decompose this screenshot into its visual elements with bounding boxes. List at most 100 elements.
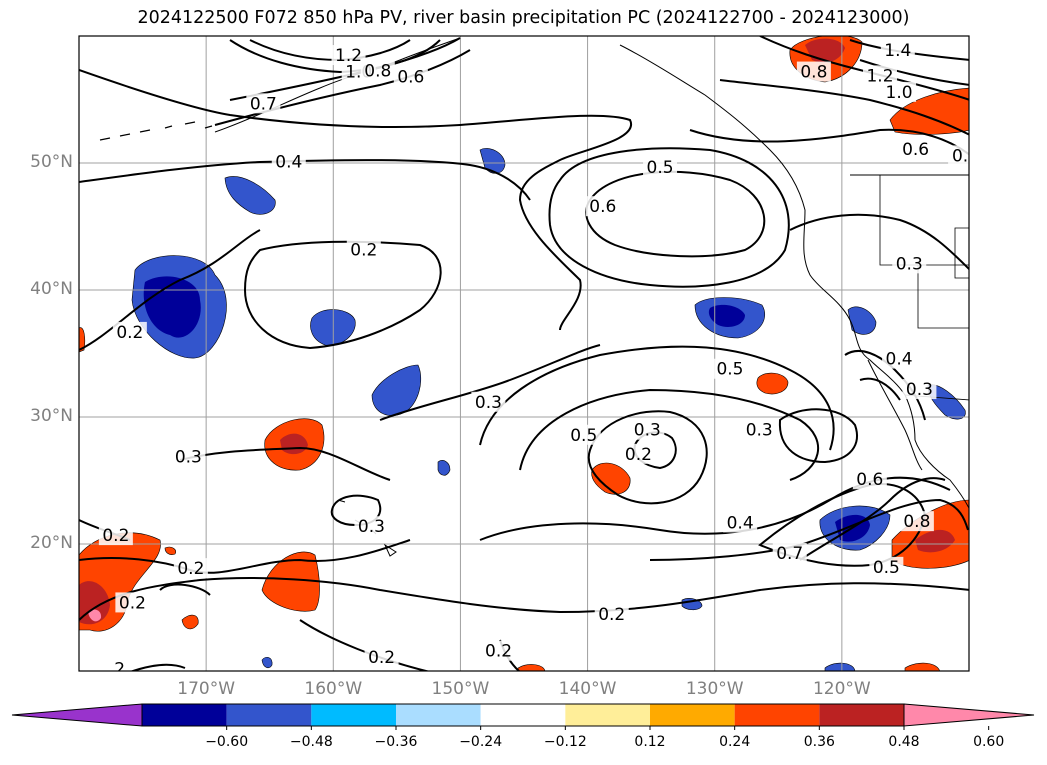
contour-label: 0.5 [873,558,900,578]
contour-label-bg [796,61,831,82]
contour-label-bg [948,145,969,166]
colorbar-segment [565,704,650,726]
precip-blob-negative-core [143,276,201,338]
colorbar [11,703,1035,730]
colorbar-segment [311,704,396,726]
contour-label: 0.2 [350,240,377,260]
contour-label: 0.7 [776,544,803,564]
contour-label: 0.8 [903,512,930,532]
colorbar-tick-label: −0.60 [205,734,249,750]
pv-contours [79,36,969,671]
contour-label: 0.2 [177,559,204,579]
contour-line [299,619,431,671]
contour-label: 0.4 [886,350,913,370]
contour-label-bg [899,511,934,532]
contour-label-bg [723,512,758,533]
contour-label: 0.2 [485,642,512,662]
lat-tick-label: 30°N [30,406,73,426]
contour-line [79,539,411,574]
north-america-coastline [619,44,969,510]
contour-label: 0.3 [746,421,773,441]
lon-tick-label: 140°W [558,679,617,699]
contour-label-bg [566,424,601,445]
contour-label-bg [852,469,887,490]
colorbar-segment [226,704,312,726]
lat-tick-label: 50°N [30,152,73,172]
contour-label: 0.2 [102,526,129,546]
contour-label: 0.8 [364,61,391,81]
contour-label: 0.3 [634,421,661,441]
contour-line [79,159,531,201]
contour-label: 0.2 [625,445,652,465]
precipitation-shading [79,36,969,671]
contour-label-bg [481,640,516,661]
precip-blob-positive [756,372,789,395]
contour-line [859,377,901,401]
colorbar-tick-label: −0.12 [543,734,587,750]
map-title: 2024122500 F072 850 hPa PV, river basin … [137,8,910,28]
contour-label-bg [364,647,399,668]
aleutian-islands [99,121,213,141]
contour-label-bg [630,419,665,440]
contour-label-bg [271,151,306,172]
contour-line [859,59,969,86]
colorbar-outline [141,703,905,727]
contour-label: 0.3 [175,447,202,467]
contour-label-bg [902,379,937,400]
contour-line [249,39,411,62]
lat-tick-label: 20°N [30,533,73,553]
precip-blob-positive [517,664,546,671]
contour-label: 0.3 [896,254,923,274]
contour-label-bg [98,525,133,546]
colorbar-segment [142,704,227,726]
contour-label-bg [585,196,620,217]
contour-label-bg [331,45,366,66]
contour-label-bg [112,321,147,342]
contour-label-bg [772,542,807,563]
contour-labels: 1.21.00.8 0.60.70.41.41.21.00.80.6 0.0.50.… [98,39,969,671]
contour-label: 0. [952,146,968,166]
contour-label: 0.2 [598,605,625,625]
contour-label-bg [173,558,208,579]
contour-label: 0.5 [570,426,597,446]
contour-label-bg [171,446,206,467]
contour-label-bg [115,592,150,613]
contour-label-bg [863,65,897,86]
contour-line [129,663,186,671]
contour-label-bg [712,358,747,379]
contour-label-bg [393,66,428,87]
colorbar-tick-label: 0.24 [719,734,751,750]
colorbar-tick-label: 0.36 [803,734,835,750]
lon-tick-label: 130°W [685,679,744,699]
contour-label: 0.6 [397,68,424,88]
contour-label-bg [112,658,127,671]
contour-label-bg [742,419,777,440]
colorbar-tick-label: −0.36 [374,734,418,750]
contour-line [719,79,969,136]
contour-label: 0.5 [716,360,743,380]
contour-label-bg [360,60,395,81]
contour-label: 0.8 [800,63,827,83]
contour-line [479,345,835,451]
precip-blob-negative [437,460,451,476]
contour-label: 1.0 [886,83,913,103]
contour-label-bg [892,253,927,274]
contour-label: 0.2 [368,648,395,668]
lon-tick-label: 120°W [812,679,871,699]
contour-label-bg [882,348,917,369]
contour-line [229,39,441,74]
contour-label: 0.7 [250,94,277,114]
contour-label: 1.2 [335,46,362,66]
precip-blob-positive [261,551,320,612]
contour-line [179,446,391,481]
precip-blob-negative [261,656,273,669]
contour-line [759,36,969,101]
contour-label-bg [880,39,915,60]
lon-tick-label: 170°W [177,679,236,699]
precip-blob-negative [824,662,856,671]
contour-label-bg [594,603,629,624]
precip-blob-negative [927,384,966,420]
colorbar-tick-label: −0.24 [459,734,503,750]
contour-line [159,583,211,596]
